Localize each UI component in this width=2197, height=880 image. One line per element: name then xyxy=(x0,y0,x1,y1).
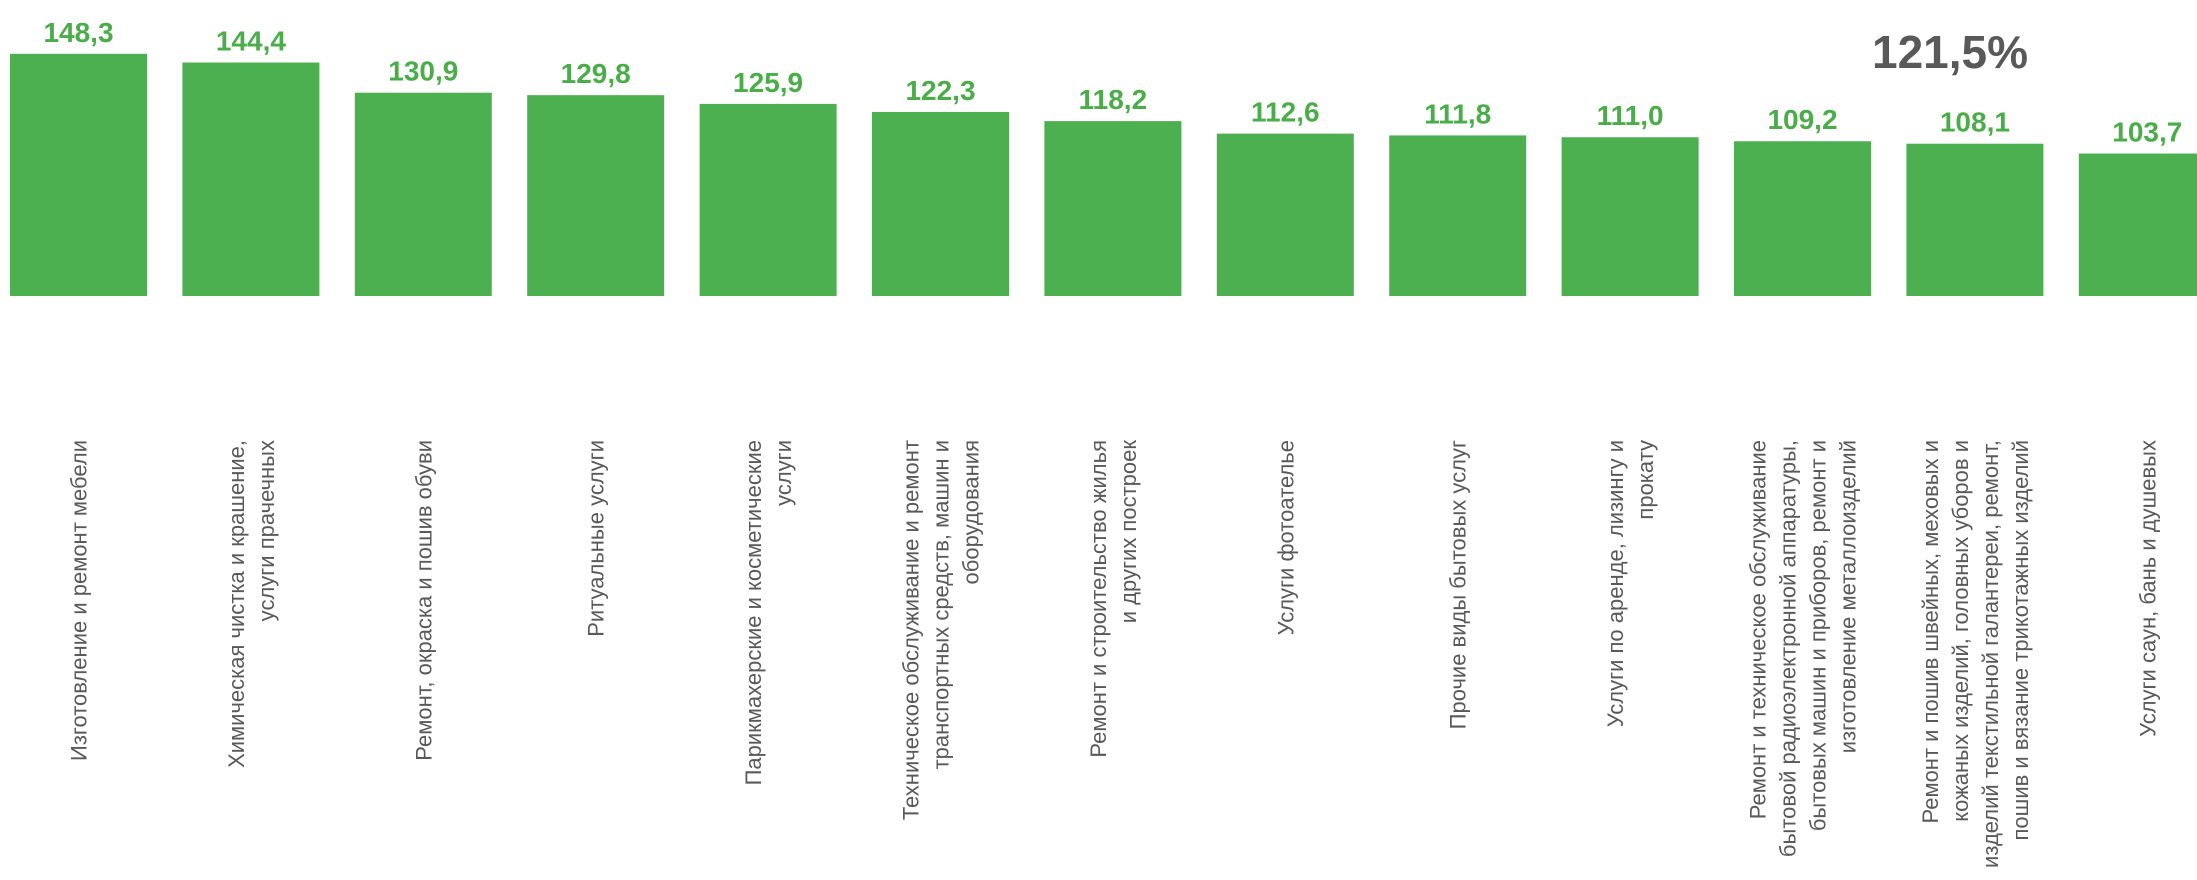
value-label: 144,4 xyxy=(216,26,286,57)
bar xyxy=(1389,135,1526,296)
bar xyxy=(1217,134,1354,296)
value-label: 122,3 xyxy=(905,75,975,106)
value-label: 108,1 xyxy=(1940,107,2010,138)
value-label: 112,6 xyxy=(1251,97,1320,128)
bar xyxy=(2079,154,2197,296)
value-label: 111,0 xyxy=(1597,100,1664,131)
bar xyxy=(527,95,664,296)
page: 121,5% 148,3 Изготовление и ремонт мебели… xyxy=(0,0,2197,880)
category-label: Ритуальные услуги xyxy=(584,440,609,637)
bar xyxy=(1734,141,1871,296)
bar xyxy=(355,93,492,296)
value-label: 148,3 xyxy=(43,17,113,48)
value-label: 111,8 xyxy=(1424,98,1491,129)
category-label: Услуги фотоателье xyxy=(1273,440,1298,635)
category-label: Изготовление и ремонт мебели xyxy=(67,440,92,761)
value-label: 103,7 xyxy=(2112,117,2182,148)
category-label: Прочие виды бытовых услуг xyxy=(1446,440,1471,729)
bar xyxy=(700,104,837,296)
bar xyxy=(1044,121,1181,296)
value-label: 109,2 xyxy=(1767,104,1837,135)
value-label: 129,8 xyxy=(561,58,631,89)
bar xyxy=(1906,144,2043,296)
value-label: 118,2 xyxy=(1079,84,1148,115)
average-annotation: 121,5% xyxy=(1872,26,2028,78)
bar xyxy=(10,54,147,296)
category-label: Химическая чистка и крашение,услуги прач… xyxy=(224,440,279,768)
bar xyxy=(872,112,1009,296)
category-label: Услуги саун, бань и душевых xyxy=(2135,440,2160,737)
bar xyxy=(1562,137,1699,296)
value-label: 130,9 xyxy=(388,56,458,87)
chart: 121,5% 148,3 Изготовление и ремонт мебели… xyxy=(0,0,2197,880)
value-label: 125,9 xyxy=(733,67,803,98)
category-label: Ремонт, окраска и пошив обуви xyxy=(411,440,436,761)
bar xyxy=(182,63,319,296)
